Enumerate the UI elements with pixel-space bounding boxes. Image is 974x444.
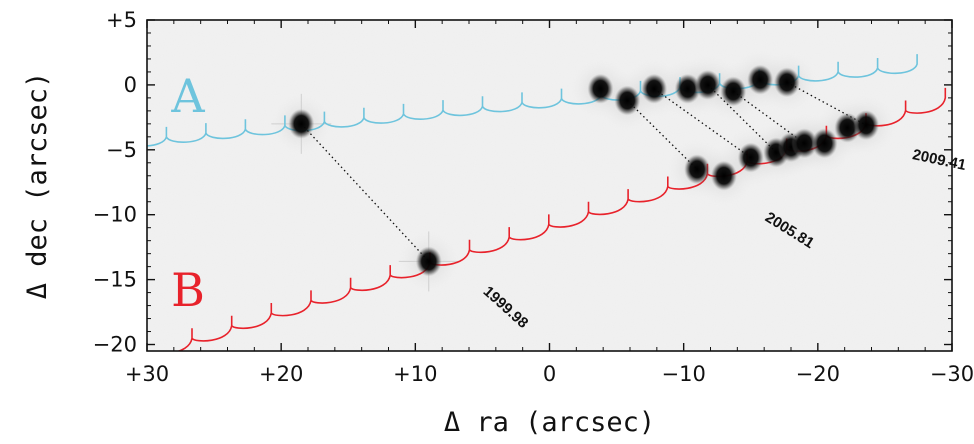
- x-tick-label: −20: [796, 362, 840, 386]
- x-tick-label: −30: [930, 362, 974, 386]
- star-point: [684, 154, 711, 185]
- y-tick-label: +5: [106, 8, 137, 32]
- star-point: [641, 73, 668, 104]
- y-axis-ticks: +5 0 −5 −10 −15 −20: [93, 8, 952, 357]
- y-tick-label: −20: [93, 333, 137, 357]
- star-point: [614, 85, 641, 116]
- x-tick-label: +20: [259, 362, 303, 386]
- star-point: [720, 76, 747, 107]
- star-point: [710, 160, 737, 191]
- y-tick-label: 0: [124, 73, 137, 97]
- x-axis-ticks: +30 +20 +10 0 −10 −20 −30: [125, 20, 974, 386]
- track-labels: AB: [170, 69, 205, 317]
- x-tick-label: 0: [543, 362, 556, 386]
- y-tick-label: −15: [93, 268, 137, 292]
- star-point: [415, 246, 442, 277]
- star-point: [587, 73, 614, 104]
- star-point: [288, 108, 315, 139]
- track-label-a: A: [170, 69, 205, 123]
- epoch-connector: [786, 81, 867, 126]
- star-point: [747, 64, 774, 95]
- x-tick-label: +10: [393, 362, 437, 386]
- epoch-connector: [626, 100, 698, 170]
- star-point: [811, 128, 838, 159]
- track-label-b: B: [171, 263, 205, 317]
- x-tick-label: −10: [662, 362, 706, 386]
- y-axis-title: Δ dec (arcsec): [22, 72, 53, 300]
- star-point: [773, 67, 800, 98]
- star-point: [674, 73, 701, 104]
- y-tick-label: −5: [106, 138, 137, 162]
- star-point: [853, 110, 880, 141]
- star-point: [791, 128, 818, 159]
- epoch-connector: [653, 88, 752, 159]
- star-point: [737, 142, 764, 173]
- star-point: [694, 69, 721, 100]
- plot-background-noise: [147, 20, 952, 351]
- y-tick-label: −10: [93, 203, 137, 227]
- x-tick-label: +30: [125, 362, 169, 386]
- x-axis-title: Δ ra (arcsec): [444, 407, 655, 438]
- star-detections: [288, 64, 880, 277]
